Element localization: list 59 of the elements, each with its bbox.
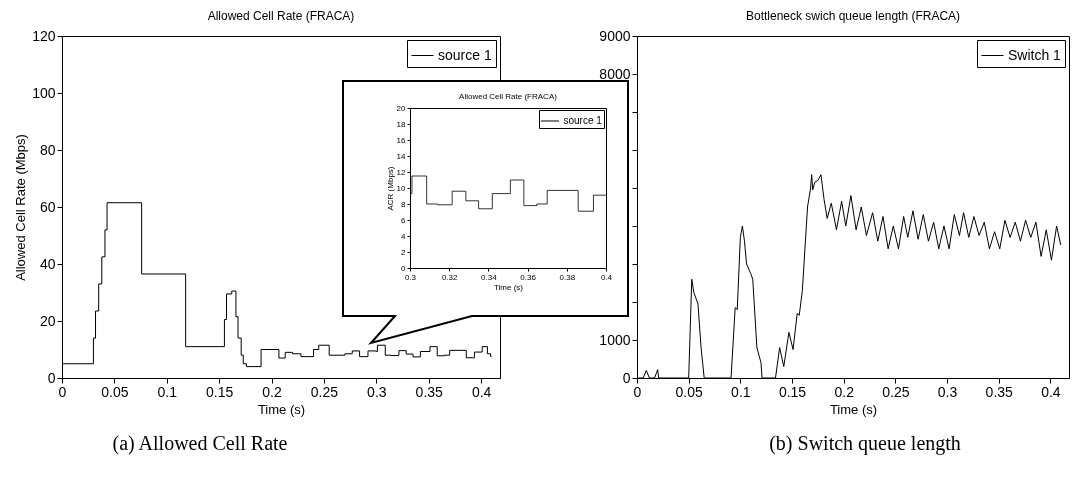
x-tick-label: 0.38 <box>559 272 576 282</box>
y-tick-label: 8 <box>401 199 407 209</box>
y-tick-label: 120 <box>32 27 56 44</box>
legend-label: source 1 <box>563 115 603 126</box>
chart-title: Bottleneck swich queue length (FRACA) <box>745 9 961 23</box>
x-tick-label: 0.1 <box>157 383 178 400</box>
legend-label: Switch 1 <box>1008 46 1062 63</box>
x-tick-label: 0 <box>633 383 642 400</box>
x-tick-label: 0.05 <box>101 383 129 400</box>
y-tick-label: 20 <box>39 312 56 329</box>
y-tick-label: 100 <box>32 84 56 101</box>
chart-title: Allowed Cell Rate (FRACA) <box>459 92 558 101</box>
text: (a) Allowed Cell Rate <box>112 432 288 455</box>
y-tick-label: 4 <box>401 231 407 241</box>
x-tick-label: 0 <box>58 383 67 400</box>
y-tick-label: 6 <box>401 215 407 225</box>
y-tick-label: 20 <box>396 103 407 113</box>
y-tick-label: 2 <box>401 247 407 257</box>
y-tick-label: 0 <box>401 263 407 273</box>
y-axis-title: Allowed Cell Rate (Mbps) <box>13 134 29 281</box>
x-tick-label: 0.3 <box>367 383 387 400</box>
x-tick-label: 0.3 <box>404 272 417 282</box>
x-tick-label: 0.25 <box>310 383 339 400</box>
x-tick-label: 0.4 <box>600 272 613 282</box>
y-tick-label: 0 <box>47 369 56 386</box>
y-tick-label: 16 <box>396 135 407 145</box>
y-tick-label: 1000 <box>599 331 631 348</box>
x-tick-label: 0.3 <box>937 383 958 400</box>
x-tick-label: 0.35 <box>985 383 1014 400</box>
x-tick-label: 0.15 <box>206 383 234 400</box>
y-tick-label: 18 <box>396 119 407 129</box>
legend-label: source 1 <box>438 46 492 63</box>
y-tick-label: 14 <box>396 151 407 161</box>
x-axis-title: Time (s) <box>493 282 524 292</box>
x-tick-label: 0.1 <box>731 383 751 400</box>
x-tick-label: 0.25 <box>882 383 910 400</box>
x-tick-label: 0.36 <box>520 272 537 282</box>
x-tick-label: 0.2 <box>834 383 855 400</box>
y-tick-label: 12 <box>396 167 407 177</box>
x-tick-label: 0.05 <box>675 383 704 400</box>
y-tick-label: 9000 <box>599 27 631 44</box>
y-tick-label: 10 <box>396 183 407 193</box>
x-axis-title: Time (s) <box>829 401 878 417</box>
y-tick-label: 0 <box>622 369 631 386</box>
x-tick-label: 0.2 <box>262 383 283 400</box>
x-tick-label: 0.34 <box>481 272 498 282</box>
y-axis-title: ACR (Mbps) <box>385 166 395 211</box>
text: (b) Switch queue length <box>769 432 961 455</box>
x-axis-title: Time (s) <box>257 401 306 417</box>
chart-title: Allowed Cell Rate (FRACA) <box>207 9 355 23</box>
x-tick-label: 0.4 <box>471 383 492 400</box>
y-tick-label: 8000 <box>599 65 631 82</box>
y-tick-label: 60 <box>39 198 56 215</box>
x-tick-label: 0.32 <box>441 272 459 282</box>
x-tick-label: 0.35 <box>415 383 444 400</box>
x-tick-label: 0.15 <box>778 383 807 400</box>
y-tick-label: 40 <box>39 255 56 272</box>
y-tick-label: 80 <box>39 141 56 158</box>
x-tick-label: 0.4 <box>1041 383 1061 400</box>
